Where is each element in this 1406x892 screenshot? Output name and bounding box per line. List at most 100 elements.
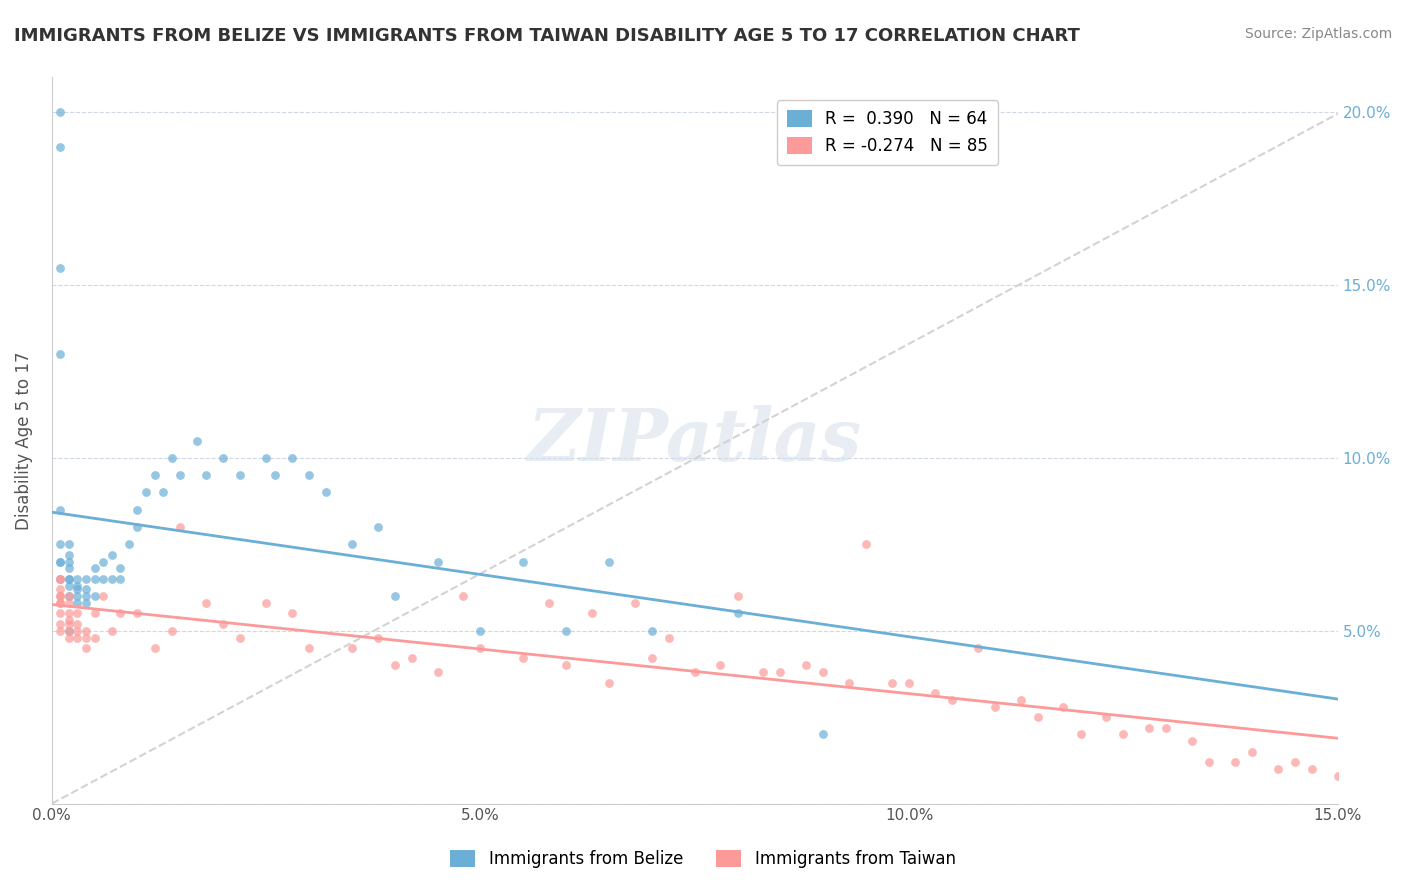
Point xyxy=(1181,734,1204,748)
Point xyxy=(641,624,664,638)
Point xyxy=(984,699,1007,714)
Point xyxy=(598,555,620,569)
Point xyxy=(49,139,72,153)
Point xyxy=(49,582,72,597)
Point xyxy=(263,468,285,483)
Point xyxy=(143,468,166,483)
Point xyxy=(58,537,80,551)
Point xyxy=(75,572,97,586)
Point xyxy=(143,640,166,655)
Point xyxy=(49,624,72,638)
Point xyxy=(135,485,157,500)
Point xyxy=(298,468,321,483)
Point xyxy=(100,572,122,586)
Point xyxy=(709,658,731,673)
Point xyxy=(160,450,183,465)
Text: IMMIGRANTS FROM BELIZE VS IMMIGRANTS FROM TAIWAN DISABILITY AGE 5 TO 17 CORRELAT: IMMIGRANTS FROM BELIZE VS IMMIGRANTS FRO… xyxy=(14,27,1080,45)
Point xyxy=(58,631,80,645)
Text: ZIPatlas: ZIPatlas xyxy=(527,405,862,476)
Point xyxy=(91,589,114,603)
Point xyxy=(58,572,80,586)
Point xyxy=(941,693,963,707)
Point xyxy=(1267,762,1289,776)
Point xyxy=(1284,755,1306,769)
Point xyxy=(451,589,474,603)
Point xyxy=(1156,721,1178,735)
Point xyxy=(1223,755,1246,769)
Point xyxy=(281,450,304,465)
Point xyxy=(794,658,817,673)
Point xyxy=(100,548,122,562)
Point xyxy=(298,640,321,655)
Point xyxy=(555,624,578,638)
Point xyxy=(367,631,389,645)
Point xyxy=(49,572,72,586)
Point xyxy=(315,485,337,500)
Point xyxy=(75,589,97,603)
Point xyxy=(1026,710,1049,724)
Point xyxy=(58,596,80,610)
Point xyxy=(470,624,492,638)
Point xyxy=(281,607,304,621)
Point xyxy=(769,665,792,680)
Point xyxy=(58,548,80,562)
Point xyxy=(229,631,252,645)
Point xyxy=(49,607,72,621)
Legend: R =  0.390   N = 64, R = -0.274   N = 85: R = 0.390 N = 64, R = -0.274 N = 85 xyxy=(778,100,998,165)
Point xyxy=(254,450,277,465)
Point xyxy=(1240,745,1263,759)
Point xyxy=(160,624,183,638)
Point xyxy=(66,596,89,610)
Point xyxy=(66,579,89,593)
Point xyxy=(195,596,218,610)
Point xyxy=(66,589,89,603)
Point xyxy=(83,631,105,645)
Point xyxy=(66,616,89,631)
Point xyxy=(169,468,191,483)
Point xyxy=(340,537,363,551)
Point xyxy=(58,555,80,569)
Point xyxy=(1137,721,1160,735)
Point xyxy=(641,651,664,665)
Point xyxy=(898,675,921,690)
Point xyxy=(100,624,122,638)
Point xyxy=(91,572,114,586)
Point xyxy=(49,260,72,275)
Point xyxy=(83,607,105,621)
Point xyxy=(367,520,389,534)
Point xyxy=(512,555,534,569)
Legend: Immigrants from Belize, Immigrants from Taiwan: Immigrants from Belize, Immigrants from … xyxy=(444,843,962,875)
Point xyxy=(58,624,80,638)
Point xyxy=(186,434,208,448)
Point xyxy=(838,675,860,690)
Point xyxy=(58,589,80,603)
Point xyxy=(555,658,578,673)
Point xyxy=(384,589,406,603)
Point xyxy=(49,555,72,569)
Point xyxy=(58,607,80,621)
Point xyxy=(75,631,97,645)
Point xyxy=(58,589,80,603)
Point xyxy=(58,561,80,575)
Point xyxy=(727,607,749,621)
Point xyxy=(49,572,72,586)
Point xyxy=(58,572,80,586)
Point xyxy=(537,596,560,610)
Point xyxy=(83,572,105,586)
Point xyxy=(58,613,80,627)
Point xyxy=(1326,769,1348,783)
Point xyxy=(49,537,72,551)
Point xyxy=(658,631,681,645)
Point xyxy=(49,347,72,361)
Point xyxy=(66,607,89,621)
Point xyxy=(426,665,449,680)
Point xyxy=(152,485,174,500)
Point xyxy=(966,640,988,655)
Point xyxy=(813,727,835,741)
Point xyxy=(254,596,277,610)
Point xyxy=(127,520,149,534)
Point xyxy=(1198,755,1220,769)
Point xyxy=(58,579,80,593)
Point xyxy=(1112,727,1135,741)
Point xyxy=(118,537,141,551)
